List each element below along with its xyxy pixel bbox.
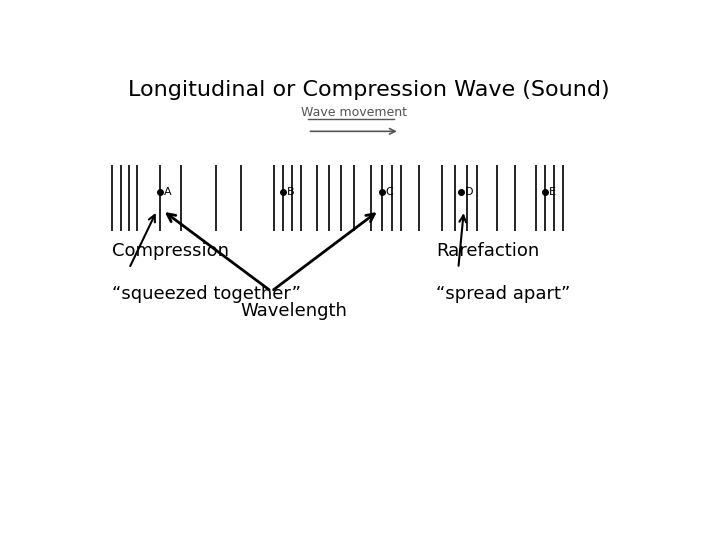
- Text: “squeezed together”: “squeezed together”: [112, 285, 301, 303]
- Text: “spread apart”: “spread apart”: [436, 285, 570, 303]
- Text: Wave movement: Wave movement: [301, 106, 407, 119]
- Text: D: D: [465, 187, 474, 197]
- Text: A: A: [163, 187, 171, 197]
- Text: Rarefaction: Rarefaction: [436, 242, 539, 260]
- Text: Wavelength: Wavelength: [240, 302, 348, 320]
- Text: Compression: Compression: [112, 242, 229, 260]
- Text: Longitudinal or Compression Wave (Sound): Longitudinal or Compression Wave (Sound): [128, 80, 610, 100]
- Text: B: B: [287, 187, 294, 197]
- Text: C: C: [386, 187, 394, 197]
- Text: E: E: [549, 187, 557, 197]
